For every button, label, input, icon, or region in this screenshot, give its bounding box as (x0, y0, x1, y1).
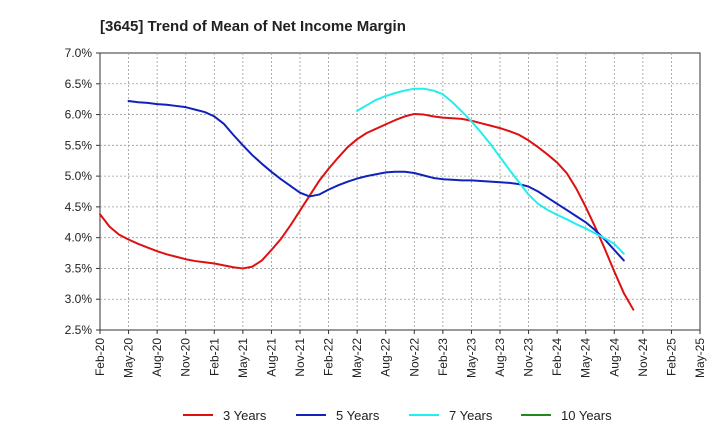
x-tick-label: Feb-20 (93, 338, 107, 376)
y-tick-label: 3.0% (65, 292, 93, 306)
x-tick-label: Nov-22 (407, 338, 421, 377)
x-tick-label: May-21 (236, 338, 250, 378)
legend-label: 7 Years (449, 408, 493, 423)
legend-label: 5 Years (336, 408, 380, 423)
x-tick-label: Aug-22 (379, 338, 393, 377)
x-tick-label: Aug-24 (607, 338, 621, 377)
series-line-3-years (99, 112, 635, 311)
y-tick-label: 6.5% (65, 77, 93, 91)
x-tick-label: Feb-23 (436, 338, 450, 376)
x-tick-label: Feb-24 (550, 338, 564, 376)
x-tick-label: May-23 (464, 338, 478, 378)
chart-title: [3645] Trend of Mean of Net Income Margi… (100, 18, 406, 35)
x-tick-label: May-24 (579, 338, 593, 378)
x-tick-label: May-20 (122, 338, 136, 378)
x-tick-label: Aug-23 (493, 338, 507, 377)
x-tick-label: Nov-23 (522, 338, 536, 377)
x-tick-label: Nov-21 (293, 338, 307, 377)
x-tick-label: Aug-20 (150, 338, 164, 377)
y-tick-label: 5.5% (65, 138, 93, 152)
x-axis-ticks: Feb-20 May-20 Aug-20 Nov-20 Feb-21 May-21 Aug-… (93, 330, 707, 378)
x-tick-label: Nov-20 (179, 338, 193, 377)
y-tick-label: 6.0% (65, 108, 93, 122)
x-tick-label: Feb-25 (664, 338, 678, 376)
x-tick-label: May-22 (350, 338, 364, 378)
series-line-5-years (127, 100, 625, 262)
y-tick-label: 7.0% (65, 46, 93, 60)
legend-label: 10 Years (561, 408, 612, 423)
series-line-7-years (356, 87, 625, 255)
x-tick-label: Aug-21 (264, 338, 278, 377)
x-tick-label: Feb-22 (322, 338, 336, 376)
grid (100, 53, 700, 330)
y-tick-label: 4.0% (65, 231, 93, 245)
y-tick-label: 2.5% (65, 323, 93, 337)
y-tick-label: 4.5% (65, 200, 93, 214)
series-lines (99, 87, 635, 311)
x-tick-label: Nov-24 (636, 338, 650, 377)
y-axis-ticks: 2.5% 3.0% 3.5% 4.0% 4.5% 5.0% 5.5% 6.0% 6.5% 7.0% (65, 46, 100, 337)
legend-label: 3 Years (223, 408, 267, 423)
plot-area (99, 52, 701, 331)
x-tick-label: Feb-21 (207, 338, 221, 376)
y-tick-label: 3.5% (65, 261, 93, 275)
y-tick-label: 5.0% (65, 169, 93, 183)
x-tick-label: May-25 (693, 338, 707, 378)
legend: 3 Years 5 Years 7 Years 10 Years (183, 408, 612, 423)
